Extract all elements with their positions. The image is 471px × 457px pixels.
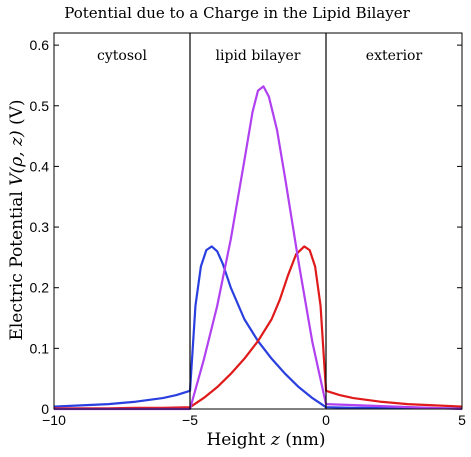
region-label-3: exterior <box>366 48 423 64</box>
region-dividers <box>189 33 327 409</box>
region-labels: cytosol lipid bilayer exterior <box>97 48 422 64</box>
series-line-3 <box>54 85 463 411</box>
series-layer <box>53 85 463 411</box>
axis-ticks: −10 −5 0 5 0 0.1 0.2 0.3 0.4 0.5 0.6 <box>30 33 466 428</box>
y-axis-label-var: V(ρ, z) <box>7 130 27 185</box>
x-axis-label-prefix: Height <box>206 430 270 450</box>
series-line-1 <box>53 245 462 410</box>
y-tick-label: 0.4 <box>30 158 50 174</box>
plot-frame <box>53 32 463 410</box>
y-tick-label: 0.3 <box>30 219 50 235</box>
x-axis-label: Height z (nm) <box>206 430 325 450</box>
series-line-2 <box>54 245 463 410</box>
x-tick-label: −5 <box>182 412 198 428</box>
x-tick-label: 5 <box>458 412 466 428</box>
x-tick-label: 0 <box>322 412 330 428</box>
x-axis-label-var: z <box>270 430 281 450</box>
x-tick-label: −10 <box>42 412 66 428</box>
chart-title: Potential due to a Charge in the Lipid B… <box>64 4 410 22</box>
y-tick-label: 0.1 <box>30 340 50 356</box>
x-axis-label-suffix: (nm) <box>280 430 326 450</box>
region-label-1: cytosol <box>97 48 147 64</box>
y-tick-label: 0 <box>41 401 49 417</box>
region-label-2: lipid bilayer <box>216 48 301 64</box>
y-tick-label: 0.5 <box>30 98 50 114</box>
y-axis-label: Electric Potential V(ρ, z) (V) <box>7 99 27 340</box>
y-axis-label-suffix: (V) <box>7 99 27 130</box>
y-tick-label: 0.2 <box>30 280 50 296</box>
y-axis-label-prefix: Electric Potential <box>7 186 27 341</box>
y-tick-label: 0.6 <box>30 37 50 53</box>
